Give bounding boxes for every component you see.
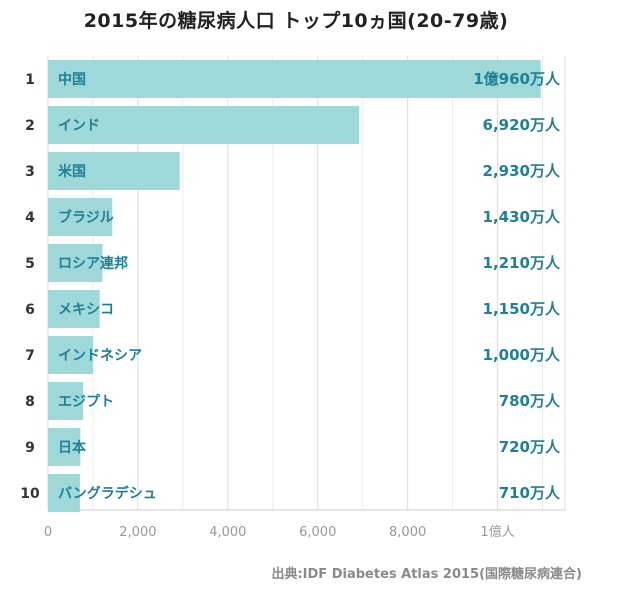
- value-label-8: 720万人: [499, 438, 561, 456]
- category-label-1: インド: [58, 118, 100, 134]
- x-tick-label-3: 6,000: [299, 525, 336, 540]
- bar-4: [48, 244, 103, 282]
- bar-6: [48, 336, 93, 374]
- category-label-7: エジプト: [58, 394, 114, 410]
- x-tick-label-4: 8,000: [389, 525, 426, 540]
- category-label-4: ロシア連邦: [58, 255, 128, 272]
- bar-9: [48, 474, 80, 512]
- x-tick-label-2: 4,000: [209, 525, 246, 540]
- rank-label-2: 3: [25, 164, 35, 180]
- x-tick-label-1: 2,000: [119, 525, 156, 540]
- category-label-6: インドネシア: [58, 348, 142, 364]
- value-label-4: 1,210万人: [483, 254, 561, 272]
- bar-7: [48, 382, 84, 420]
- bar-8: [48, 428, 81, 466]
- value-label-0: 1億960万人: [473, 70, 561, 88]
- value-label-2: 2,930万人: [483, 162, 561, 180]
- bar-3: [48, 198, 113, 236]
- chart-source: 出典:IDF Diabetes Atlas 2015(国際糖尿病連合): [271, 567, 582, 582]
- rank-label-1: 2: [25, 118, 35, 134]
- x-tick-label-0: 0: [44, 525, 52, 540]
- bar-0: [48, 60, 541, 98]
- rank-label-9: 10: [20, 486, 40, 502]
- value-label-3: 1,430万人: [483, 208, 561, 226]
- category-label-9: バングラデシュ: [58, 485, 157, 502]
- bar-2: [48, 152, 180, 190]
- rank-label-4: 5: [25, 256, 35, 272]
- rank-label-0: 1: [25, 72, 35, 88]
- rank-label-3: 4: [25, 210, 35, 226]
- value-label-6: 1,000万人: [483, 346, 561, 364]
- value-label-1: 6,920万人: [483, 116, 561, 134]
- rank-label-5: 6: [25, 302, 35, 318]
- category-label-2: 米国: [58, 163, 86, 180]
- value-label-9: 710万人: [499, 484, 561, 502]
- chart-title: 2015年の糖尿病人口 トップ10ヵ国(20-79歳): [83, 10, 509, 32]
- rank-label-8: 9: [25, 440, 35, 456]
- bar-5: [48, 290, 100, 328]
- x-tick-label-5: 1億人: [480, 524, 514, 540]
- category-label-0: 中国: [58, 71, 86, 88]
- bar-1: [48, 106, 360, 144]
- rank-label-7: 8: [25, 394, 35, 410]
- category-label-3: ブラジル: [58, 209, 114, 226]
- value-label-5: 1,150万人: [483, 300, 561, 318]
- category-label-8: 日本: [58, 439, 87, 456]
- rank-label-6: 7: [25, 348, 35, 364]
- value-label-7: 780万人: [499, 392, 561, 410]
- category-label-5: メキシコ: [58, 302, 114, 318]
